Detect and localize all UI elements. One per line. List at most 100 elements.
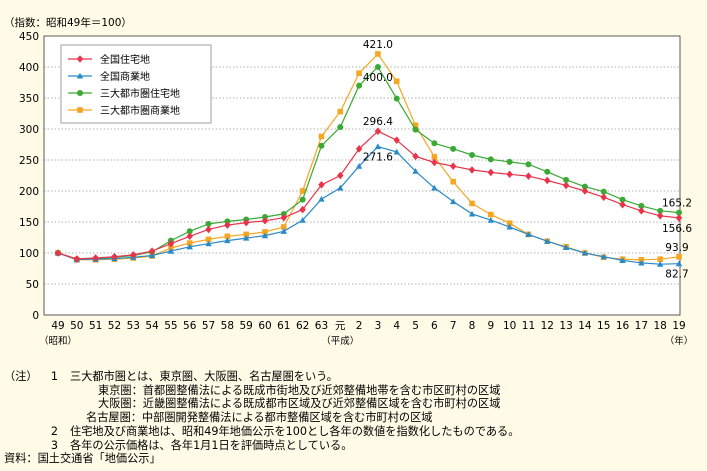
note-number: 2: [50, 424, 58, 438]
data-point: [242, 218, 250, 227]
data-point: [600, 253, 607, 260]
data-point: [431, 158, 438, 167]
era-label-heisei: （平成）: [321, 335, 359, 347]
data-point: [656, 260, 664, 267]
plot-border: [43, 35, 681, 316]
x-tick-label: 12: [541, 320, 554, 332]
data-point: [280, 213, 288, 222]
data-point: [468, 166, 476, 174]
data-point: [393, 136, 400, 144]
data-point: [676, 209, 682, 216]
data-point: [337, 184, 344, 191]
series-3: [55, 64, 682, 263]
x-tick-label: 49: [51, 320, 64, 332]
y-tick-label: 50: [26, 279, 39, 291]
data-point: [167, 247, 175, 254]
y-tick-label: 150: [19, 217, 39, 229]
data-point: [506, 158, 513, 165]
data-point: [619, 257, 626, 263]
x-tick-label: 13: [559, 320, 572, 332]
data-point: [600, 188, 607, 195]
note-text: 大阪圏：近畿圏整備法による既成都市区域及び近郊整備区域を含む市町村の区域: [98, 397, 501, 411]
x-tick-label: 18: [653, 320, 666, 332]
data-label: 421.0: [363, 39, 393, 51]
data-point: [412, 122, 419, 129]
data-point: [205, 220, 212, 227]
x-tick-label: 5: [412, 320, 419, 332]
data-label: 296.4: [363, 116, 393, 128]
x-tick-label: 62: [296, 320, 309, 332]
source-tag: 資料：: [4, 452, 38, 466]
data-point: [77, 90, 83, 96]
note-tokyo: 東京圏：首都圏整備法による既成市街地及び近郊整備地帯を含む市区町村の区域: [4, 384, 704, 398]
data-point: [638, 202, 645, 209]
data-point: [506, 223, 513, 230]
data-label: 271.6: [363, 152, 393, 164]
data-point: [525, 172, 532, 180]
data-point: [431, 184, 438, 191]
data-point: [581, 187, 589, 195]
data-point: [657, 207, 664, 214]
data-point: [76, 55, 84, 63]
data-point: [356, 82, 363, 89]
data-point: [224, 237, 231, 244]
y-tick-label: 250: [19, 155, 39, 167]
data-point: [299, 188, 306, 194]
note-1: （注） 1 三大都市圏とは、東京圏、大阪圏、名古屋圏をいう。: [4, 370, 704, 384]
data-point: [676, 253, 682, 260]
data-point: [619, 200, 626, 209]
data-point: [224, 221, 231, 229]
x-tick-label: 54: [145, 320, 159, 332]
data-point: [243, 231, 249, 238]
data-point: [318, 142, 325, 149]
source-line: 資料： 国土交通省「地価公示」: [4, 452, 704, 466]
data-point: [299, 205, 306, 214]
data-point: [111, 252, 118, 261]
data-point: [487, 156, 494, 163]
x-tick-label: 17: [635, 320, 648, 332]
data-point: [374, 64, 381, 70]
legend-label: 三大都市圏商業地: [100, 104, 180, 117]
data-point: [393, 78, 400, 85]
x-tick-label: 55: [164, 320, 177, 332]
y-tick-label: 200: [19, 186, 39, 198]
data-point: [205, 225, 212, 234]
series-line: [57, 130, 680, 260]
x-tick-label: 61: [277, 320, 290, 332]
data-point: [299, 216, 306, 223]
note-nagoya: 名古屋圏：中部圏開発整備法による都市整備区域を含む市町村の区域: [4, 411, 704, 425]
data-point: [261, 216, 269, 225]
y-tick-label: 0: [32, 310, 39, 322]
data-point: [675, 214, 683, 222]
x-tick-label: 51: [89, 320, 102, 332]
x-tick-label: 9: [487, 320, 494, 332]
y-tick-label: 400: [19, 62, 39, 74]
data-point: [76, 72, 84, 79]
data-point: [581, 183, 588, 190]
data-point: [431, 154, 438, 160]
data-point: [431, 140, 438, 147]
data-point: [73, 255, 81, 263]
data-point: [337, 124, 344, 131]
note-number: 1: [50, 370, 58, 383]
x-tick-label: 3: [375, 320, 382, 332]
data-point: [374, 127, 382, 136]
data-point: [186, 243, 193, 250]
x-tick-label: 4: [393, 320, 400, 332]
data-point: [205, 236, 212, 243]
x-tick-label: 8: [469, 320, 476, 332]
data-point: [506, 220, 513, 227]
data-point: [449, 198, 457, 205]
data-point: [393, 95, 400, 102]
note-text: 三大都市圏とは、東京圏、大阪圏、名古屋圏をいう。: [70, 370, 338, 383]
y-tick-label: 300: [19, 124, 39, 136]
data-point: [318, 195, 325, 202]
data-point: [205, 240, 212, 247]
data-point: [412, 167, 419, 174]
data-point: [525, 231, 532, 237]
x-tick-label: 58: [221, 320, 234, 332]
note-text: 各年の公示価格は、各年1月1日を評価時点としている。: [70, 438, 353, 452]
legend-label: 三大都市圏住宅地: [100, 87, 180, 100]
y-tick-label: 450: [19, 31, 39, 43]
series-line: [57, 66, 680, 260]
